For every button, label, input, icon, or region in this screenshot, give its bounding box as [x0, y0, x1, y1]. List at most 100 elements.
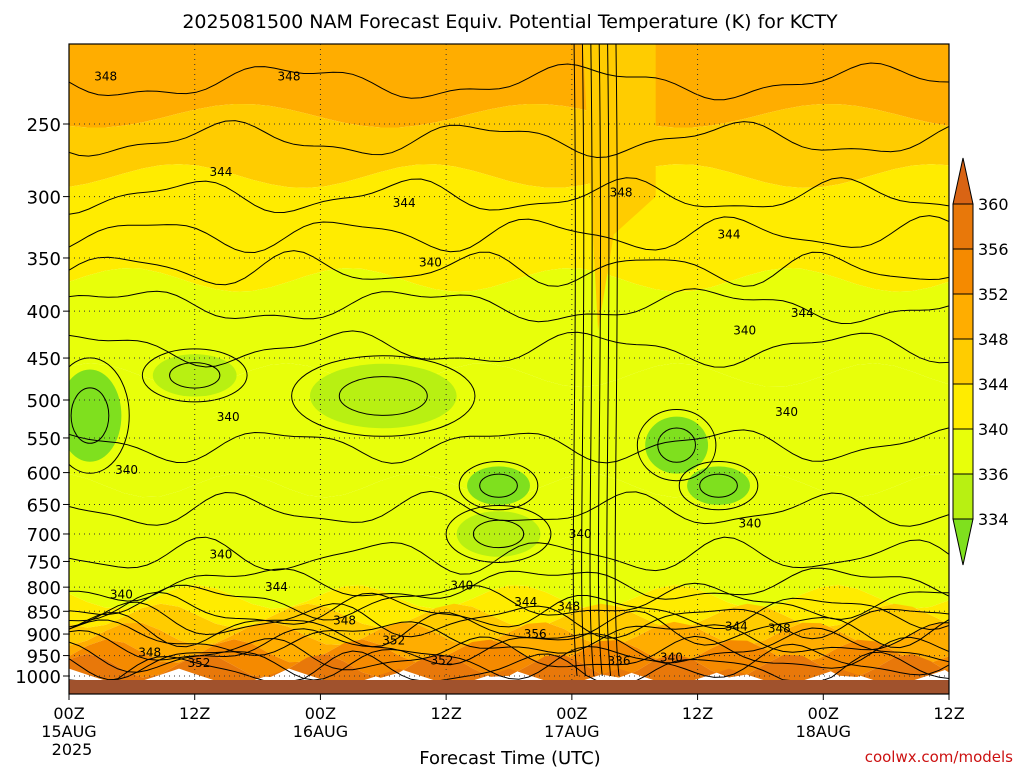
contour-label: 344 [209, 165, 232, 179]
contour-closed [636, 409, 717, 482]
contour-line [597, 44, 603, 677]
contour-line [69, 627, 949, 666]
contour-label: 340 [569, 527, 592, 541]
y-tick-label: 800 [27, 578, 61, 599]
contour-line [69, 177, 949, 215]
fill-pocket [467, 466, 530, 505]
y-tick-label: 300 [27, 188, 61, 209]
x-tick-date: 17AUG [544, 722, 599, 741]
theta-e-fill-field [69, 44, 949, 681]
y-tick-label: 950 [27, 647, 61, 668]
x-axis-label: Forecast Time (UTC) [419, 748, 600, 768]
colorbar-segment [952, 248, 974, 295]
fill-pocket [645, 416, 709, 474]
contour-label: 344 [791, 306, 814, 320]
x-tick-label: 00Z [305, 704, 336, 723]
y-axis: 2503003504004505005506006507007508008509… [15, 115, 69, 688]
contour-line [69, 591, 949, 631]
contour-label: 340 [209, 547, 232, 561]
fill-band [69, 164, 949, 292]
x-tick-date: 16AUG [293, 722, 348, 741]
contour-label: 344 [393, 196, 416, 210]
contour-closed [472, 519, 525, 549]
fill-band [69, 363, 949, 498]
colorbar-segment [952, 383, 974, 430]
contour-closed [70, 387, 110, 444]
contour-label: 344 [725, 619, 748, 633]
contour-line [69, 215, 949, 254]
x-tick-label: 00Z [53, 704, 84, 723]
contour-label: 340 [660, 651, 683, 665]
contour-label: 352 [187, 656, 210, 670]
x-tick-label: 12Z [430, 704, 461, 723]
contour-label: 340 [110, 588, 133, 602]
x-tick-label: 00Z [556, 704, 587, 723]
contour-line [581, 44, 586, 677]
contour-line [614, 44, 620, 677]
fill-band [69, 653, 949, 681]
colorbar-segment [952, 428, 974, 475]
colorbar-tick-label: 356 [978, 240, 1009, 259]
contour-label: 348 [333, 614, 356, 628]
contour-line [69, 250, 949, 287]
colorbar-tick-label: 340 [978, 420, 1009, 439]
contour-closed [338, 376, 428, 416]
fill-band [69, 268, 949, 388]
contour-label: 348 [557, 600, 580, 614]
y-tick-label: 600 [27, 464, 61, 485]
fill-tongue [582, 44, 656, 331]
fill-pocket [456, 511, 541, 557]
contour-label: 340 [217, 410, 240, 424]
x-tick-label: 12Z [179, 704, 210, 723]
colorbar-tick-label: 334 [978, 510, 1009, 529]
contour-closed [458, 461, 539, 511]
contour-labels: 348 348 344 344 348 344 340 340 344 340 340 340 340 3… [94, 70, 814, 670]
grid-lines [69, 44, 949, 694]
x-tick-date: 15AUG [41, 722, 96, 741]
x-tick-year: 2025 [52, 740, 93, 759]
y-tick-label: 250 [27, 115, 61, 136]
contour-label: 340 [733, 324, 756, 338]
contour-closed [699, 473, 738, 498]
plot-area: 348 348 344 344 348 344 340 340 344 340 340 340 340 3… [69, 44, 949, 694]
contour-label: 344 [718, 228, 741, 242]
contour-line [69, 643, 949, 681]
contour-label: 340 [450, 579, 473, 593]
contour-line [69, 635, 949, 673]
y-tick-label: 900 [27, 625, 61, 646]
contour-label: 340 [775, 405, 798, 419]
y-tick-label: 550 [27, 429, 61, 450]
colorbar-tick-label: 348 [978, 330, 1009, 349]
contour-line [69, 62, 949, 101]
fill-band [69, 584, 949, 628]
contour-line [69, 619, 949, 657]
fill-band [69, 44, 949, 128]
ground-surface [69, 680, 949, 694]
x-tick-date: 18AUG [796, 722, 851, 741]
chart-title: 2025081500 NAM Forecast Equiv. Potential… [182, 11, 838, 33]
contour-closed [169, 362, 221, 389]
contour-label: 344 [514, 595, 537, 609]
contour-label: 340 [419, 256, 442, 270]
contour-label: 356 [524, 627, 547, 641]
fill-pocket [152, 354, 237, 397]
colorbar-segment [952, 338, 974, 385]
contour-label: 340 [115, 463, 138, 477]
colorbar-segment [952, 473, 974, 520]
y-tick-label: 650 [27, 495, 61, 516]
contour-line [606, 44, 612, 677]
colorbar-tick-label: 352 [978, 285, 1009, 304]
contour-label: 336 [608, 654, 631, 668]
x-tick-label: 12Z [933, 704, 964, 723]
contour-line [69, 427, 949, 464]
contour-label: 348 [94, 70, 117, 84]
contour-line [572, 44, 578, 677]
credit-text: coolwx.com/models [865, 748, 1013, 766]
contour-line [69, 536, 949, 575]
contour-label: 352 [382, 634, 405, 648]
contour-label: 348 [610, 186, 633, 200]
colorbar-tick-label: 360 [978, 195, 1009, 214]
colorbar-arrow-top [952, 157, 974, 205]
contour-line [69, 120, 949, 159]
colorbar-arrow-bottom [952, 518, 974, 566]
